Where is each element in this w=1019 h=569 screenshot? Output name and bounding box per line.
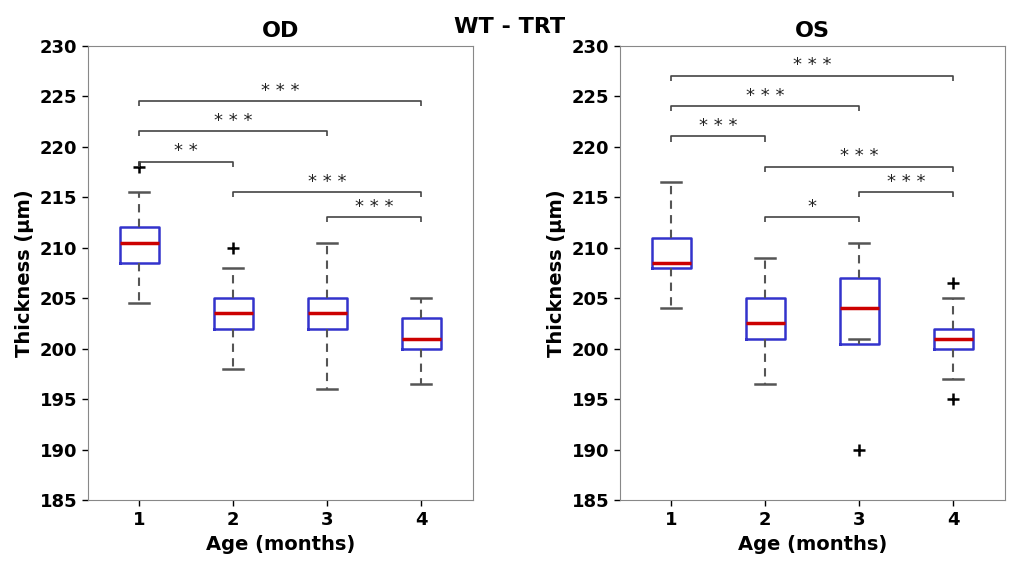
Text: * * *: * * * [698,117,737,135]
Text: *: * [807,198,816,216]
Text: * * *: * * * [308,172,346,191]
Text: * * *: * * * [261,81,300,100]
Text: * * *: * * * [840,147,877,165]
X-axis label: Age (months): Age (months) [737,535,887,554]
Text: * *: * * [174,142,198,160]
Text: * * *: * * * [745,86,784,105]
Title: OD: OD [262,21,299,41]
X-axis label: Age (months): Age (months) [206,535,355,554]
Text: * * *: * * * [355,198,393,216]
Text: WT - TRT: WT - TRT [454,17,565,37]
Y-axis label: Thickness (μm): Thickness (μm) [546,189,566,357]
Text: * * *: * * * [792,56,830,75]
Text: * * *: * * * [214,112,253,130]
Y-axis label: Thickness (μm): Thickness (μm) [15,189,34,357]
Text: * * *: * * * [887,172,924,191]
Title: OS: OS [794,21,828,41]
